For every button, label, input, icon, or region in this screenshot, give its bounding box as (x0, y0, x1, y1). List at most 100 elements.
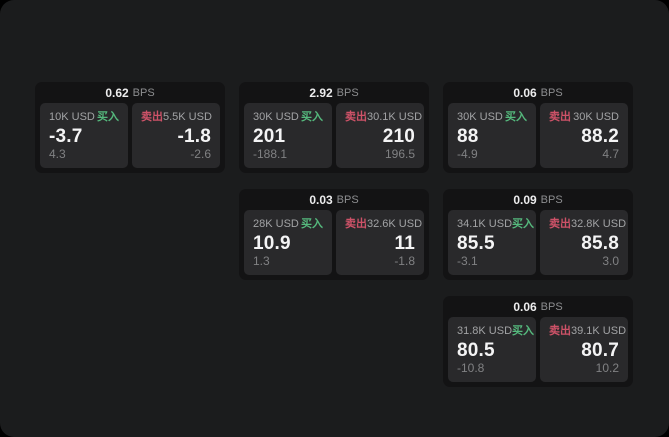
panel-top: 卖出 5.5K USD (141, 111, 212, 123)
buy-label: 买入 (301, 218, 323, 230)
buy-change: -3.1 (457, 254, 478, 268)
panel-top: 卖出 30.1K USD (345, 111, 422, 123)
sell-price: -1.8 (177, 126, 211, 147)
card-header: 0.62 BPS (35, 82, 225, 103)
panel-row: 30K USD 买入 88 -4.9 卖出 30K USD 88.2 4.7 (443, 103, 633, 173)
sell-change: 3.0 (602, 254, 619, 268)
bps-value: 2.92 (309, 85, 333, 100)
quote-card: 2.92 BPS 30K USD 买入 201 -188.1 卖出 30.1K … (239, 82, 429, 173)
quote-card: 0.09 BPS 34.1K USD 买入 85.5 -3.1 卖出 32.8K… (443, 189, 633, 280)
buy-price: 201 (253, 126, 286, 147)
sell-panel[interactable]: 卖出 30K USD 88.2 4.7 (540, 103, 628, 168)
sell-panel[interactable]: 卖出 32.6K USD 11 -1.8 (336, 210, 424, 275)
buy-change: -10.8 (457, 361, 485, 375)
buy-price: 85.5 (457, 233, 495, 254)
buy-panel[interactable]: 31.8K USD 买入 80.5 -10.8 (448, 317, 536, 382)
buy-change: 1.3 (253, 254, 270, 268)
sell-change: 10.2 (595, 361, 619, 375)
bps-value: 0.09 (513, 192, 537, 207)
sell-change: 196.5 (384, 147, 415, 161)
buy-label: 买入 (512, 218, 535, 230)
buy-amount: 34.1K USD (457, 218, 513, 230)
buy-price: 88 (457, 126, 479, 147)
panel-row: 10K USD 买入 -3.7 4.3 卖出 5.5K USD -1.8 -2.… (35, 103, 225, 173)
buy-price: 80.5 (457, 340, 495, 361)
quote-card-grid: 0.62 BPS 10K USD 买入 -3.7 4.3 卖出 5.5K USD (35, 82, 633, 387)
bps-value: 0.03 (309, 192, 333, 207)
buy-panel[interactable]: 34.1K USD 买入 85.5 -3.1 (448, 210, 536, 275)
panel-top: 30K USD 买入 (253, 111, 323, 123)
quote-card: 0.03 BPS 28K USD 买入 10.9 1.3 卖出 32.6K US… (239, 189, 429, 280)
sell-amount: 5.5K USD (163, 111, 212, 123)
panel-row: 28K USD 买入 10.9 1.3 卖出 32.6K USD 11 -1.8 (239, 210, 429, 280)
sell-change: -2.6 (190, 147, 211, 161)
sell-price: 80.7 (581, 340, 619, 361)
sell-change: 4.7 (602, 147, 619, 161)
buy-panel[interactable]: 30K USD 买入 201 -188.1 (244, 103, 332, 168)
buy-amount: 31.8K USD (457, 325, 513, 337)
buy-change: 4.3 (49, 147, 66, 161)
sell-panel[interactable]: 卖出 39.1K USD 80.7 10.2 (540, 317, 628, 382)
bps-value: 0.62 (105, 85, 129, 100)
buy-amount: 30K USD (457, 111, 503, 123)
sell-label: 卖出 (549, 218, 571, 230)
panel-top: 28K USD 买入 (253, 218, 323, 230)
buy-panel[interactable]: 30K USD 买入 88 -4.9 (448, 103, 536, 168)
bps-unit-label: BPS (132, 86, 155, 99)
sell-label: 卖出 (345, 111, 367, 123)
buy-panel[interactable]: 28K USD 买入 10.9 1.3 (244, 210, 332, 275)
sell-label: 卖出 (549, 325, 571, 337)
buy-label: 买入 (512, 325, 535, 337)
sell-panel[interactable]: 卖出 30.1K USD 210 196.5 (336, 103, 424, 168)
quote-card: 0.62 BPS 10K USD 买入 -3.7 4.3 卖出 5.5K USD (35, 82, 225, 173)
buy-price: 10.9 (253, 233, 291, 254)
bps-unit-label: BPS (336, 86, 359, 99)
quote-card: 0.06 BPS 31.8K USD 买入 80.5 -10.8 卖出 39.1… (443, 296, 633, 387)
panel-top: 卖出 30K USD (549, 111, 619, 123)
buy-label: 买入 (301, 111, 323, 123)
panel-row: 34.1K USD 买入 85.5 -3.1 卖出 32.8K USD 85.8… (443, 210, 633, 280)
bps-unit-label: BPS (540, 86, 563, 99)
sell-panel[interactable]: 卖出 32.8K USD 85.8 3.0 (540, 210, 628, 275)
sell-amount: 30K USD (573, 111, 619, 123)
sell-label: 卖出 (141, 111, 163, 123)
bps-value: 0.06 (513, 299, 537, 314)
buy-amount: 30K USD (253, 111, 299, 123)
buy-label: 买入 (97, 111, 119, 123)
buy-price: -3.7 (49, 126, 83, 147)
sell-panel[interactable]: 卖出 5.5K USD -1.8 -2.6 (132, 103, 220, 168)
card-header: 0.06 BPS (443, 82, 633, 103)
bps-unit-label: BPS (336, 193, 359, 206)
panel-top: 卖出 39.1K USD (549, 325, 626, 337)
sell-price: 85.8 (581, 233, 619, 254)
quote-card: 0.06 BPS 30K USD 买入 88 -4.9 卖出 30K USD (443, 82, 633, 173)
sell-amount: 32.8K USD (571, 218, 627, 230)
card-header: 0.09 BPS (443, 189, 633, 210)
buy-change: -4.9 (457, 147, 478, 161)
buy-amount: 10K USD (49, 111, 95, 123)
sell-change: -1.8 (394, 254, 415, 268)
card-header: 0.03 BPS (239, 189, 429, 210)
card-header: 0.06 BPS (443, 296, 633, 317)
sell-price: 11 (394, 233, 415, 254)
panel-top: 30K USD 买入 (457, 111, 527, 123)
panel-top: 卖出 32.8K USD (549, 218, 626, 230)
sell-price: 210 (382, 126, 415, 147)
buy-change: -188.1 (253, 147, 288, 161)
bps-value: 0.06 (513, 85, 537, 100)
bps-unit-label: BPS (540, 300, 563, 313)
sell-price: 88.2 (581, 126, 619, 147)
panel-top: 10K USD 买入 (49, 111, 119, 123)
bps-unit-label: BPS (540, 193, 563, 206)
buy-panel[interactable]: 10K USD 买入 -3.7 4.3 (40, 103, 128, 168)
sell-amount: 32.6K USD (367, 218, 423, 230)
card-header: 2.92 BPS (239, 82, 429, 103)
panel-top: 34.1K USD 买入 (457, 218, 534, 230)
sell-label: 卖出 (549, 111, 571, 123)
panel-top: 卖出 32.6K USD (345, 218, 422, 230)
sell-label: 卖出 (345, 218, 367, 230)
panel-row: 30K USD 买入 201 -188.1 卖出 30.1K USD 210 1… (239, 103, 429, 173)
sell-amount: 39.1K USD (571, 325, 627, 337)
sell-amount: 30.1K USD (367, 111, 423, 123)
